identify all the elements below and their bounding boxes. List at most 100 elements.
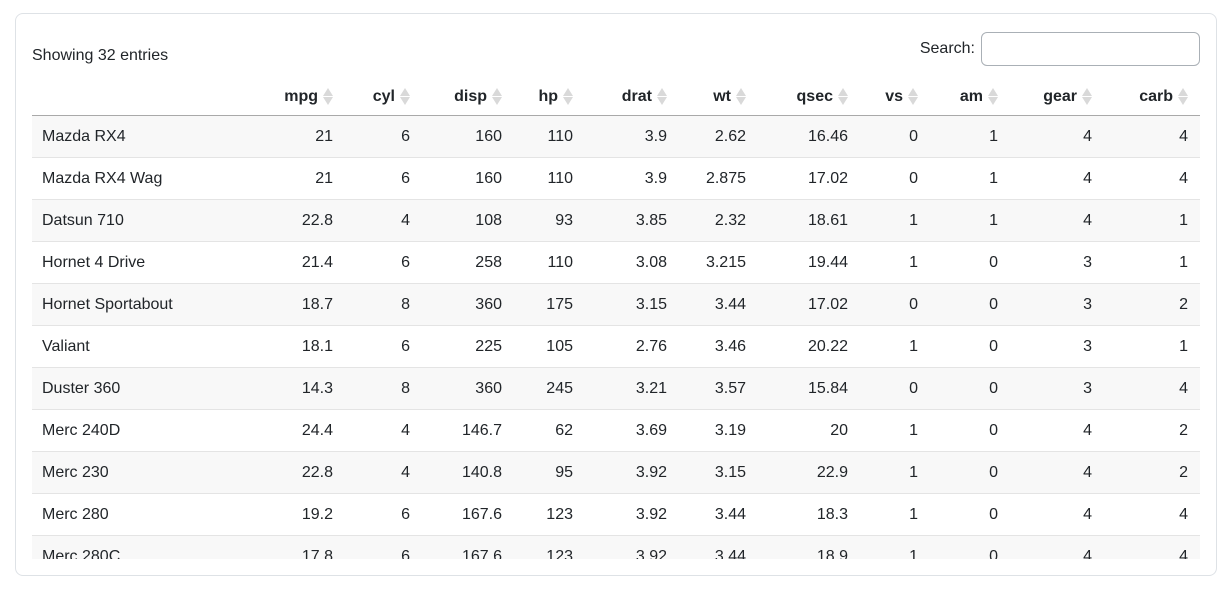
sort-icon [1082, 88, 1092, 105]
table-row: Merc 280C 17.8 6 167.6 123 3.92 3.44 18.9 1 0 4 4 [32, 535, 1200, 559]
cell-hp: 123 [514, 535, 585, 559]
cell-drat: 3.85 [585, 199, 679, 242]
column-header-wt[interactable]: wt [679, 78, 758, 116]
column-header-carb[interactable]: carb [1104, 78, 1200, 116]
cell-vs: 1 [860, 493, 930, 536]
column-header-cyl[interactable]: cyl [345, 78, 422, 116]
cell-drat: 3.92 [585, 493, 679, 536]
cell-hp: 110 [514, 157, 585, 200]
sort-icon [492, 88, 502, 105]
cell-gear: 4 [1010, 199, 1104, 242]
cell-wt: 3.57 [679, 367, 758, 410]
cell-mpg: 21 [267, 115, 345, 158]
cell-qsec: 18.61 [758, 199, 860, 242]
cell-hp: 93 [514, 199, 585, 242]
cell-qsec: 19.44 [758, 241, 860, 284]
cell-drat: 3.15 [585, 283, 679, 326]
cell-disp: 225 [422, 325, 514, 368]
cell-carb: 1 [1104, 325, 1200, 368]
cell-am: 0 [930, 409, 1010, 452]
table-row: Hornet Sportabout 18.7 8 360 175 3.15 3.44 17.0… [32, 283, 1200, 326]
column-header-hp[interactable]: hp [514, 78, 585, 116]
cell-carb: 4 [1104, 115, 1200, 158]
cell-wt: 3.44 [679, 283, 758, 326]
cell-gear: 4 [1010, 409, 1104, 452]
cell-gear: 4 [1010, 535, 1104, 559]
cell-qsec: 17.02 [758, 157, 860, 200]
cell-qsec: 22.9 [758, 451, 860, 494]
cell-vs: 1 [860, 241, 930, 284]
cell-vs: 1 [860, 451, 930, 494]
cell-disp: 160 [422, 157, 514, 200]
search-label: Search: [919, 40, 975, 57]
cell-qsec: 18.3 [758, 493, 860, 536]
cell-mpg: 21 [267, 157, 345, 200]
row-name-cell: Merc 240D [32, 409, 267, 452]
cell-hp: 123 [514, 493, 585, 536]
cell-am: 0 [930, 241, 1010, 284]
column-label: carb [1139, 88, 1173, 105]
column-label: disp [454, 88, 487, 105]
datatable-card: Showing 32 entries Search: mpg cyl disp hp d… [15, 13, 1217, 576]
cell-carb: 2 [1104, 409, 1200, 452]
table-container: mpg cyl disp hp drat wt qsec vs am gear carb Mazda… [32, 78, 1200, 559]
cell-cyl: 4 [345, 451, 422, 494]
cell-vs: 0 [860, 367, 930, 410]
cell-cyl: 6 [345, 535, 422, 559]
cell-carb: 4 [1104, 493, 1200, 536]
row-name-cell: Merc 230 [32, 451, 267, 494]
cell-wt: 2.62 [679, 115, 758, 158]
cell-carb: 2 [1104, 283, 1200, 326]
cell-wt: 2.875 [679, 157, 758, 200]
cell-wt: 3.19 [679, 409, 758, 452]
sort-icon [736, 88, 746, 105]
cell-wt: 3.44 [679, 535, 758, 559]
cell-wt: 3.215 [679, 241, 758, 284]
cell-vs: 0 [860, 283, 930, 326]
row-name-cell: Valiant [32, 325, 267, 368]
table-row: Merc 240D 24.4 4 146.7 62 3.69 3.19 20 1 0 4 2 [32, 409, 1200, 452]
cell-drat: 3.69 [585, 409, 679, 452]
column-header-am[interactable]: am [930, 78, 1010, 116]
sort-icon [908, 88, 918, 105]
cell-am: 0 [930, 325, 1010, 368]
cell-wt: 3.44 [679, 493, 758, 536]
column-header-disp[interactable]: disp [422, 78, 514, 116]
cell-gear: 4 [1010, 157, 1104, 200]
column-label: cyl [372, 88, 395, 105]
column-header-qsec[interactable]: qsec [758, 78, 860, 116]
cell-qsec: 20 [758, 409, 860, 452]
column-label: qsec [796, 88, 833, 105]
cell-drat: 2.76 [585, 325, 679, 368]
column-label: mpg [284, 88, 318, 105]
cell-mpg: 24.4 [267, 409, 345, 452]
table-toolbar: Showing 32 entries Search: [32, 30, 1200, 68]
cell-mpg: 21.4 [267, 241, 345, 284]
column-header-mpg[interactable]: mpg [267, 78, 345, 116]
column-header-gear[interactable]: gear [1010, 78, 1104, 116]
cell-cyl: 6 [345, 241, 422, 284]
column-header-drat[interactable]: drat [585, 78, 679, 116]
cell-am: 0 [930, 283, 1010, 326]
cell-cyl: 4 [345, 199, 422, 242]
cell-disp: 108 [422, 199, 514, 242]
table-row: Hornet 4 Drive 21.4 6 258 110 3.08 3.215 19.44 1… [32, 241, 1200, 284]
cell-am: 0 [930, 535, 1010, 559]
cell-hp: 62 [514, 409, 585, 452]
cell-cyl: 6 [345, 493, 422, 536]
cell-am: 1 [930, 199, 1010, 242]
cell-drat: 3.9 [585, 115, 679, 158]
cell-gear: 4 [1010, 115, 1104, 158]
cell-gear: 3 [1010, 367, 1104, 410]
column-header-vs[interactable]: vs [860, 78, 930, 116]
cell-vs: 1 [860, 535, 930, 559]
cell-qsec: 17.02 [758, 283, 860, 326]
table-row: Valiant 18.1 6 225 105 2.76 3.46 20.22 1 0 3 1 [32, 325, 1200, 368]
cell-carb: 4 [1104, 367, 1200, 410]
search-control: Search: [920, 32, 1200, 66]
row-name-cell: Merc 280C [32, 535, 267, 559]
table-row: Merc 280 19.2 6 167.6 123 3.92 3.44 18.3 1 0 4 4 [32, 493, 1200, 536]
search-input[interactable] [981, 32, 1200, 66]
data-table: mpg cyl disp hp drat wt qsec vs am gear carb Mazda… [32, 78, 1200, 559]
cell-hp: 110 [514, 115, 585, 158]
